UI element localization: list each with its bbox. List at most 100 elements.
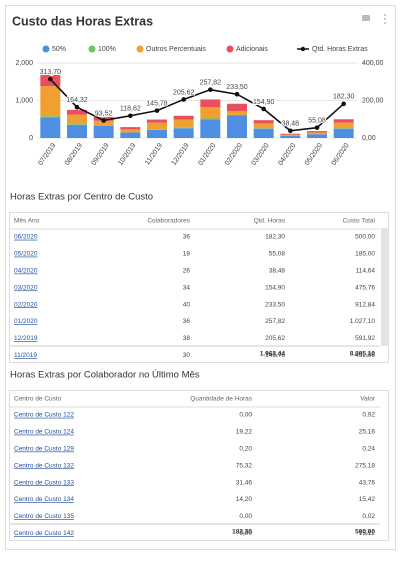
- bar-segment: [227, 116, 247, 139]
- legend-swatch: [301, 47, 305, 51]
- row-link[interactable]: 04/2020: [14, 268, 38, 275]
- row-link[interactable]: 11/2019: [14, 352, 37, 359]
- row-link[interactable]: Centro de Custo 122: [14, 412, 74, 419]
- bar-segment: [200, 119, 220, 138]
- bar-segment: [147, 130, 167, 138]
- legend-label: Qtd. Horas Extras: [312, 46, 368, 53]
- row-link[interactable]: 05/2020: [14, 251, 38, 258]
- line-point: [75, 105, 80, 110]
- cell: 1.027,10: [350, 318, 376, 325]
- footer-total: 500,00: [355, 529, 375, 536]
- cell: 38: [183, 335, 191, 342]
- y2-tick-label: 0,00: [362, 135, 376, 142]
- cell: 26: [183, 268, 191, 275]
- cell: 75,32: [236, 462, 253, 469]
- bar-segment: [174, 128, 194, 138]
- cell: 40: [183, 301, 191, 308]
- row-link[interactable]: Centro de Custo 135: [14, 513, 74, 520]
- cell: 34: [183, 284, 191, 291]
- bar-segment: [280, 135, 300, 136]
- column-header: Mês Ano: [14, 218, 40, 225]
- cell: 0,20: [239, 446, 252, 453]
- legend-swatch: [137, 46, 144, 53]
- y-tick-label: 2,000: [15, 60, 33, 67]
- bar-segment: [227, 104, 247, 111]
- row-link[interactable]: Centro de Custo 129: [14, 446, 74, 453]
- line-point: [128, 113, 133, 118]
- y2-tick-label: 200,00: [362, 97, 384, 104]
- bar-segment: [280, 134, 300, 135]
- column-header: Custo Total: [343, 218, 376, 225]
- row-link[interactable]: Centro de Custo 133: [14, 479, 74, 486]
- cell: 591,92: [355, 335, 375, 342]
- legend-label: 50%: [52, 46, 66, 53]
- bar-segment: [67, 124, 87, 125]
- cell: 275,18: [355, 462, 375, 469]
- row-link[interactable]: Centro de Custo 124: [14, 429, 74, 436]
- bar-segment: [147, 123, 167, 130]
- cell: 912,84: [355, 301, 375, 308]
- bar-segment: [227, 115, 247, 116]
- row-link[interactable]: 03/2020: [14, 284, 38, 291]
- row-link[interactable]: Centro de Custo 134: [14, 496, 74, 503]
- cell: 0,02: [362, 513, 375, 520]
- data-label: 182,30: [333, 94, 355, 101]
- data-label: 93,52: [95, 110, 113, 117]
- legend-swatch: [89, 46, 96, 53]
- cell: 55,08: [269, 251, 286, 258]
- cell: 0,92: [362, 412, 375, 419]
- bar-segment: [254, 120, 274, 123]
- row-link[interactable]: 02/2020: [14, 301, 38, 308]
- column-header: Qtd. Horas: [254, 218, 286, 225]
- bar-segment: [200, 119, 220, 120]
- row-link[interactable]: 01/2020: [14, 318, 38, 325]
- bar-segment: [254, 123, 274, 128]
- line-point: [101, 118, 106, 123]
- cell: 0,00: [239, 513, 252, 520]
- line-point: [288, 128, 293, 133]
- row-link[interactable]: Centro de Custo 142: [14, 530, 74, 537]
- column-header: Quantidade de Horas: [190, 396, 253, 403]
- card-title: Custo das Horas Extras: [12, 14, 153, 28]
- cell: 154,90: [265, 284, 285, 291]
- cell: 18: [183, 251, 191, 258]
- scrollbar[interactable]: [381, 228, 388, 346]
- bar-segment: [334, 129, 354, 138]
- cell: 205,62: [265, 335, 285, 342]
- bar-segment: [40, 117, 60, 138]
- cell: 0,24: [362, 446, 375, 453]
- legend-swatch: [227, 46, 234, 53]
- cell: 475,76: [355, 284, 375, 291]
- cell: 233,50: [265, 301, 285, 308]
- bar-segment: [227, 111, 247, 115]
- bar-segment: [200, 99, 220, 107]
- bar-segment: [94, 126, 114, 138]
- y-tick-label: 0: [29, 135, 33, 142]
- data-label: 55,08: [308, 118, 326, 125]
- bar-segment: [307, 134, 327, 138]
- line-point: [341, 102, 346, 107]
- bar-segment: [120, 129, 140, 132]
- data-label: 118,62: [120, 106, 141, 113]
- cell: 500,00: [355, 234, 375, 241]
- data-label: 257,82: [200, 80, 222, 87]
- legend-label: 100%: [98, 46, 116, 53]
- data-label: 38,48: [282, 121, 300, 128]
- bar-segment: [307, 132, 327, 134]
- bar-segment: [307, 131, 327, 132]
- cell: 43,76: [359, 479, 376, 486]
- column-header: Centro de Custo: [14, 396, 62, 403]
- bar-segment: [334, 119, 354, 122]
- row-link[interactable]: Centro de Custo 132: [14, 462, 74, 469]
- bar-segment: [120, 127, 140, 129]
- cell: 36: [183, 318, 191, 325]
- cell: 31,46: [236, 479, 253, 486]
- row-link[interactable]: 12/2019: [14, 335, 38, 342]
- row-link[interactable]: 06/2020: [14, 234, 38, 241]
- legend-label: Outros Percentuais: [146, 46, 206, 53]
- data-label: 145,78: [146, 101, 168, 108]
- footer-total: 8.085,10: [350, 351, 376, 358]
- bar-segment: [280, 136, 300, 138]
